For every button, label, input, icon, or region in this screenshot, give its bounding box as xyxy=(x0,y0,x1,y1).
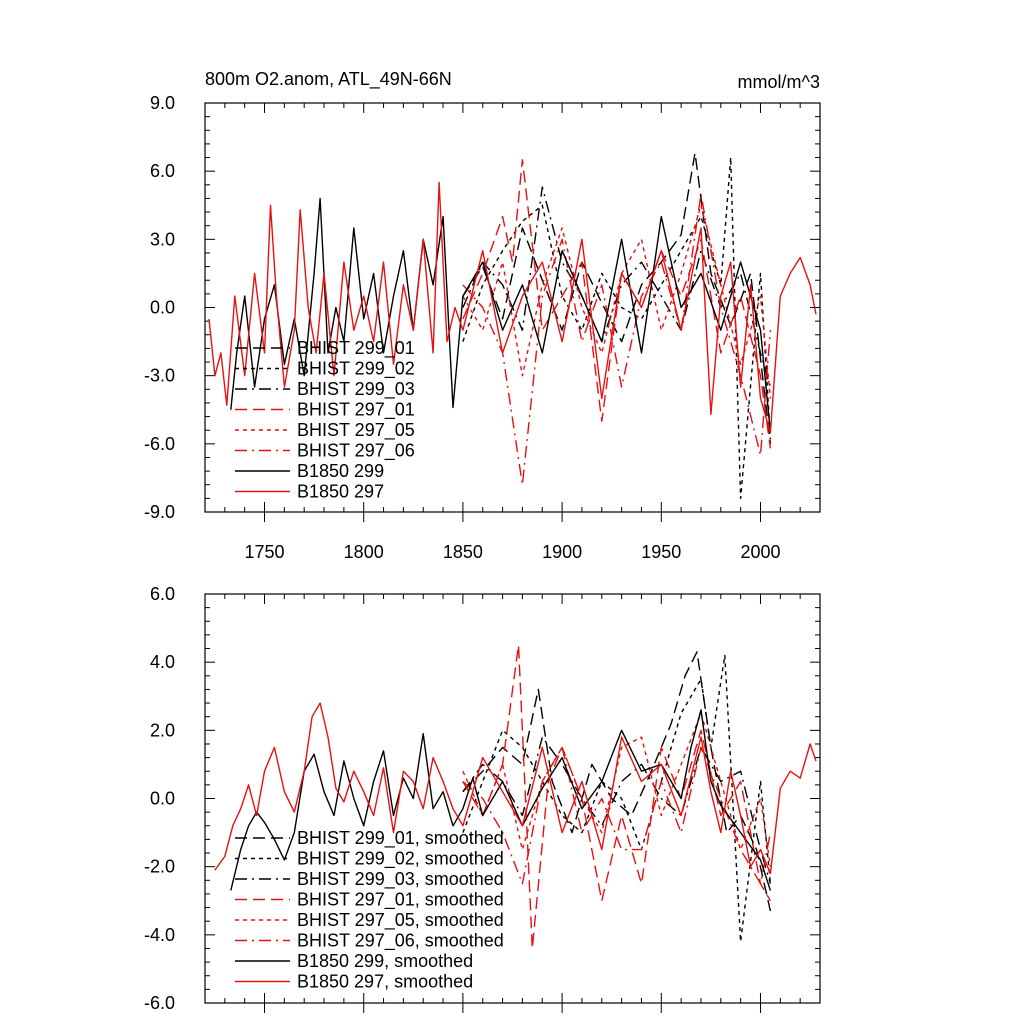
series-line xyxy=(214,702,817,875)
y-tick-label: 4.0 xyxy=(150,652,175,672)
legend-label: B1850 297, smoothed xyxy=(297,972,473,992)
series-line xyxy=(462,736,772,884)
series-line xyxy=(462,186,772,388)
legend-label: BHIST 297_05, smoothed xyxy=(297,910,504,931)
y-tick-label: 2.0 xyxy=(150,720,175,740)
legend-label: BHIST 299_01 xyxy=(297,338,415,359)
series-line xyxy=(208,181,817,434)
y-tick-label: 0.0 xyxy=(150,789,175,809)
legend-label: BHIST 297_01 xyxy=(297,400,415,421)
lower-panel: 6.0 4.0 2.0 0.0 -2.0 -4.0 -6.0 BHIST 299_01, sm… xyxy=(144,584,821,1013)
x-tick-label: 1800 xyxy=(344,542,384,562)
series-line xyxy=(462,654,772,943)
legend-label: BHIST 299_03 xyxy=(297,379,415,400)
series-line xyxy=(462,644,772,950)
legend-label: BHIST 297_06, smoothed xyxy=(297,931,504,952)
y-tick-label: -6.0 xyxy=(144,993,175,1013)
series-line xyxy=(462,193,772,486)
series-line xyxy=(462,712,772,867)
legend-label: BHIST 297_06 xyxy=(297,441,415,462)
y-tick-label: -3.0 xyxy=(144,366,175,386)
y-tick-label: -6.0 xyxy=(144,434,175,454)
legend-label: BHIST 297_05 xyxy=(297,420,415,441)
x-tick-label: 1950 xyxy=(641,542,681,562)
y-tick-label: 6.0 xyxy=(150,161,175,181)
series-line xyxy=(462,159,772,449)
legend-label: BHIST 297_01, smoothed xyxy=(297,890,504,911)
y-tick-label: -2.0 xyxy=(144,857,175,877)
series-line xyxy=(462,651,772,912)
x-tick-label: 1750 xyxy=(244,542,284,562)
y-tick-label: -9.0 xyxy=(144,502,175,522)
y-tick-label: 0.0 xyxy=(150,298,175,318)
y-tick-label: 3.0 xyxy=(150,229,175,249)
series-line xyxy=(462,156,772,500)
chart-title: 800m O2.anom, ATL_49N-66N xyxy=(205,69,452,90)
legend-label: B1850 297 xyxy=(297,482,384,502)
x-tick-label: 1850 xyxy=(443,542,483,562)
x-tick-label: 2000 xyxy=(740,542,780,562)
y-tick-label: 9.0 xyxy=(150,93,175,113)
legend-label: BHIST 299_01, smoothed xyxy=(297,828,504,849)
y-tick-label: -4.0 xyxy=(144,925,175,945)
legend-label: B1850 299, smoothed xyxy=(297,951,473,971)
y-tick-label: 6.0 xyxy=(150,584,175,604)
legend-label: B1850 299 xyxy=(297,461,384,481)
upper-panel: 800m O2.anom, ATL_49N-66N mmol/m^3 9.0 6.… xyxy=(144,69,821,562)
x-tick-label: 1900 xyxy=(542,542,582,562)
legend-label: BHIST 299_02 xyxy=(297,359,415,380)
legend-label: BHIST 299_03, smoothed xyxy=(297,869,504,890)
series-line xyxy=(230,709,772,891)
units-label: mmol/m^3 xyxy=(738,72,820,92)
legend-label: BHIST 299_02, smoothed xyxy=(297,849,504,870)
